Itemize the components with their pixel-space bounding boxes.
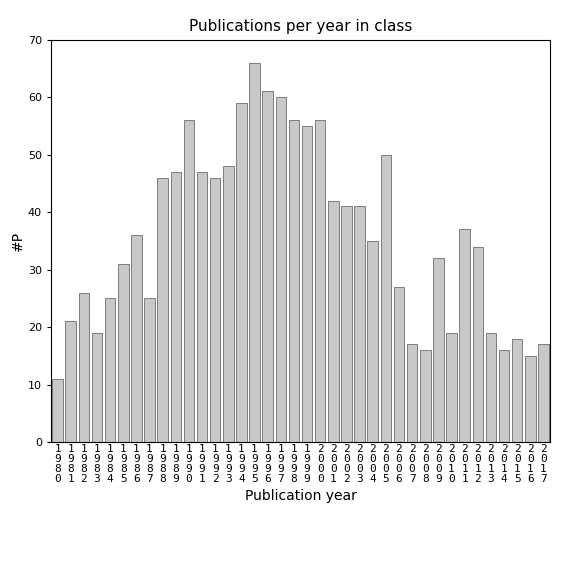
Bar	[315, 120, 325, 442]
Bar	[118, 264, 129, 442]
Bar	[158, 177, 168, 442]
Bar	[433, 258, 443, 442]
Bar	[263, 91, 273, 442]
Bar	[236, 103, 247, 442]
Y-axis label: #P: #P	[11, 231, 25, 251]
Bar	[210, 177, 221, 442]
Bar	[131, 235, 142, 442]
Bar	[367, 241, 378, 442]
Bar	[197, 172, 208, 442]
Title: Publications per year in class: Publications per year in class	[189, 19, 412, 35]
Bar	[302, 126, 312, 442]
Bar	[525, 356, 536, 442]
Bar	[184, 120, 194, 442]
Bar	[538, 345, 549, 442]
Bar	[420, 350, 430, 442]
Bar	[223, 166, 234, 442]
Bar	[92, 333, 102, 442]
Bar	[407, 345, 417, 442]
Bar	[380, 155, 391, 442]
Bar	[446, 333, 457, 442]
Bar	[249, 63, 260, 442]
Bar	[144, 298, 155, 442]
Bar	[276, 97, 286, 442]
Bar	[512, 338, 522, 442]
Bar	[341, 206, 352, 442]
Bar	[289, 120, 299, 442]
Bar	[52, 379, 63, 442]
Bar	[486, 333, 496, 442]
X-axis label: Publication year: Publication year	[244, 489, 357, 503]
Bar	[171, 172, 181, 442]
Bar	[79, 293, 89, 442]
Bar	[393, 287, 404, 442]
Bar	[328, 201, 338, 442]
Bar	[472, 247, 483, 442]
Bar	[354, 206, 365, 442]
Bar	[105, 298, 115, 442]
Bar	[65, 321, 76, 442]
Bar	[459, 230, 470, 442]
Bar	[499, 350, 509, 442]
